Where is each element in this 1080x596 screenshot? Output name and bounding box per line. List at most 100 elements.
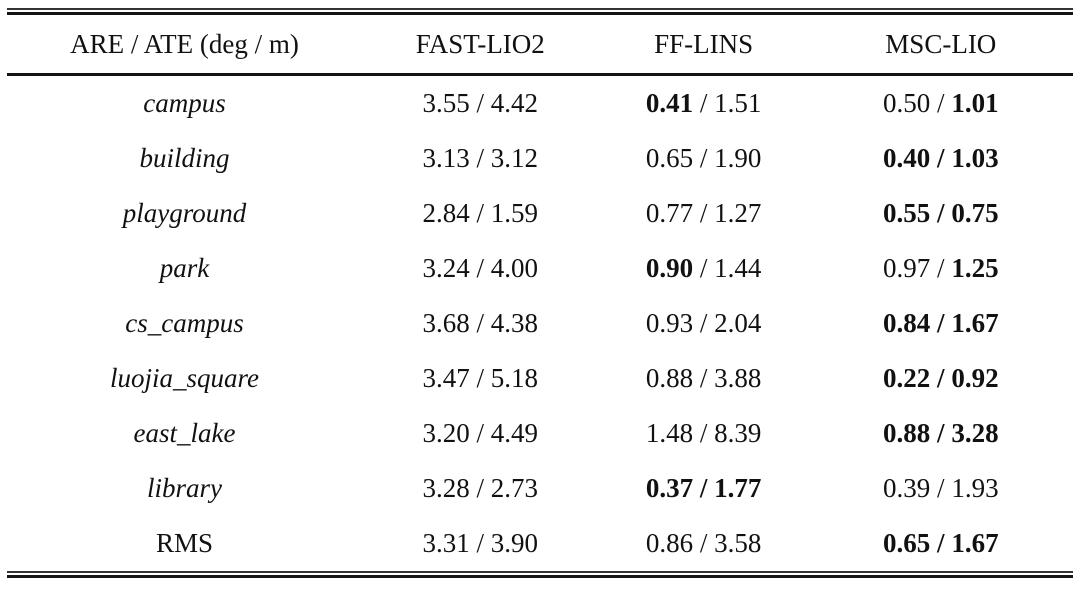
are-value: 2.84	[422, 198, 470, 228]
slash-separator: /	[930, 473, 952, 503]
ate-value: 8.39	[714, 418, 762, 448]
ate-value: 3.90	[490, 528, 539, 558]
are-value: 0.40	[883, 143, 931, 173]
slash-separator: /	[469, 528, 491, 558]
ate-value: 4.38	[490, 308, 539, 338]
slash-separator: /	[693, 308, 715, 338]
ate-value: 1.67	[951, 528, 999, 558]
column-header-ff-lins: FF-LINS	[598, 15, 809, 76]
are-value: 3.55	[422, 88, 470, 118]
table-row: campus 3.55 / 4.42 0.41 / 1.51 0.50 / 1.01	[7, 75, 1073, 132]
ate-value: 2.04	[714, 308, 762, 338]
ff-lins-value-cell: 0.37 / 1.77	[599, 461, 809, 516]
slash-separator: /	[693, 473, 715, 503]
are-value: 0.37	[645, 473, 694, 503]
slash-separator: /	[930, 363, 952, 393]
ff-lins-value-cell: 0.88 / 3.88	[599, 351, 809, 406]
are-value: 0.88	[645, 363, 694, 393]
slash-separator: /	[469, 88, 491, 118]
are-value: 0.65	[883, 528, 931, 558]
ff-lins-value-cell: 0.90 / 1.44	[599, 241, 809, 296]
are-value: 3.47	[422, 363, 470, 393]
ate-value: 3.12	[490, 143, 539, 173]
table-row: cs_campus 3.68 / 4.38 0.93 / 2.04 0.84 / 1.…	[7, 296, 1073, 351]
sequence-name-cell: library	[146, 473, 222, 503]
ate-value: 4.49	[490, 418, 539, 448]
fast-lio2-value-cell: 3.55 / 4.42	[362, 75, 599, 132]
ate-value: 1.25	[951, 253, 999, 283]
slash-separator: /	[693, 198, 715, 228]
slash-separator: /	[930, 253, 952, 283]
ate-value: 3.58	[714, 528, 762, 558]
sequence-name-cell: luojia_square	[109, 363, 259, 393]
msc-lio-value-cell: 0.50 / 1.01	[809, 75, 1073, 132]
slash-separator: /	[930, 528, 952, 558]
are-value: 0.88	[883, 418, 931, 448]
ff-lins-value-cell: 0.41 / 1.51	[599, 75, 809, 132]
msc-lio-value-cell: 0.88 / 3.28	[809, 406, 1073, 461]
are-value: 0.41	[645, 88, 694, 118]
are-value: 3.28	[422, 473, 470, 503]
fast-lio2-value-cell: 3.28 / 2.73	[362, 461, 599, 516]
are-value: 0.84	[883, 308, 931, 338]
are-value: 0.55	[883, 198, 931, 228]
fast-lio2-value-cell: 3.31 / 3.90	[362, 516, 599, 571]
table-row: park 3.24 / 4.00 0.90 / 1.44 0.97 / 1.25	[7, 241, 1073, 296]
column-header-msc-lio: MSC-LIO	[808, 15, 1073, 76]
fast-lio2-value-cell: 3.47 / 5.18	[362, 351, 599, 406]
ate-value: 0.92	[951, 363, 999, 393]
msc-lio-value-cell: 0.39 / 1.93	[809, 461, 1073, 516]
table-row: luojia_square 3.47 / 5.18 0.88 / 3.88 0.22 …	[7, 351, 1073, 406]
slash-separator: /	[469, 308, 491, 338]
ff-lins-value-cell: 0.93 / 2.04	[599, 296, 809, 351]
ate-value: 5.18	[490, 363, 539, 393]
table-row: RMS 3.31 / 3.90 0.86 / 3.58 0.65 / 1.67	[7, 516, 1073, 571]
are-value: 3.24	[422, 253, 470, 283]
ate-value: 4.00	[490, 253, 539, 283]
are-value: 0.22	[883, 363, 931, 393]
are-value: 1.48	[645, 418, 694, 448]
are-value: 0.65	[645, 143, 694, 173]
ate-value: 3.88	[714, 363, 762, 393]
slash-separator: /	[693, 418, 715, 448]
slash-separator: /	[469, 363, 491, 393]
fast-lio2-value-cell: 3.20 / 4.49	[362, 406, 599, 461]
msc-lio-value-cell: 0.22 / 0.92	[809, 351, 1073, 406]
msc-lio-value-cell: 0.40 / 1.03	[809, 131, 1073, 186]
ff-lins-value-cell: 0.65 / 1.90	[599, 131, 809, 186]
ate-value: 1.51	[714, 88, 762, 118]
ate-value: 1.03	[951, 143, 999, 173]
slash-separator: /	[930, 88, 952, 118]
metric-header: ARE / ATE (deg / m)	[7, 15, 362, 76]
fast-lio2-value-cell: 2.84 / 1.59	[362, 186, 599, 241]
sequence-name-cell: park	[159, 253, 210, 283]
slash-separator: /	[693, 253, 715, 283]
fast-lio2-value-cell: 3.13 / 3.12	[362, 131, 599, 186]
ate-value: 1.90	[714, 143, 762, 173]
slash-separator: /	[930, 198, 952, 228]
are-value: 0.50	[883, 88, 931, 118]
slash-separator: /	[930, 418, 952, 448]
table-row: east_lake 3.20 / 4.49 1.48 / 8.39 0.88 / 3.…	[7, 406, 1073, 461]
are-value: 0.77	[645, 198, 694, 228]
slash-separator: /	[469, 198, 491, 228]
ate-value: 0.75	[951, 198, 999, 228]
table-top-rule	[7, 8, 1073, 15]
slash-separator: /	[469, 143, 491, 173]
slash-separator: /	[693, 143, 715, 173]
ate-value: 1.27	[714, 198, 762, 228]
are-value: 0.90	[645, 253, 694, 283]
header-row: ARE / ATE (deg / m) FAST-LIO2 FF-LINS MS…	[7, 15, 1073, 76]
slash-separator: /	[469, 253, 491, 283]
ate-value: 3.28	[951, 418, 999, 448]
slash-separator: /	[930, 308, 952, 338]
are-value: 0.86	[645, 528, 694, 558]
column-header-fast-lio2: FAST-LIO2	[361, 15, 599, 76]
sequence-name-cell: playground	[122, 198, 247, 228]
msc-lio-value-cell: 0.97 / 1.25	[809, 241, 1073, 296]
fast-lio2-value-cell: 3.68 / 4.38	[362, 296, 599, 351]
ate-value: 4.42	[490, 88, 539, 118]
ff-lins-value-cell: 0.86 / 3.58	[599, 516, 809, 571]
slash-separator: /	[693, 88, 715, 118]
